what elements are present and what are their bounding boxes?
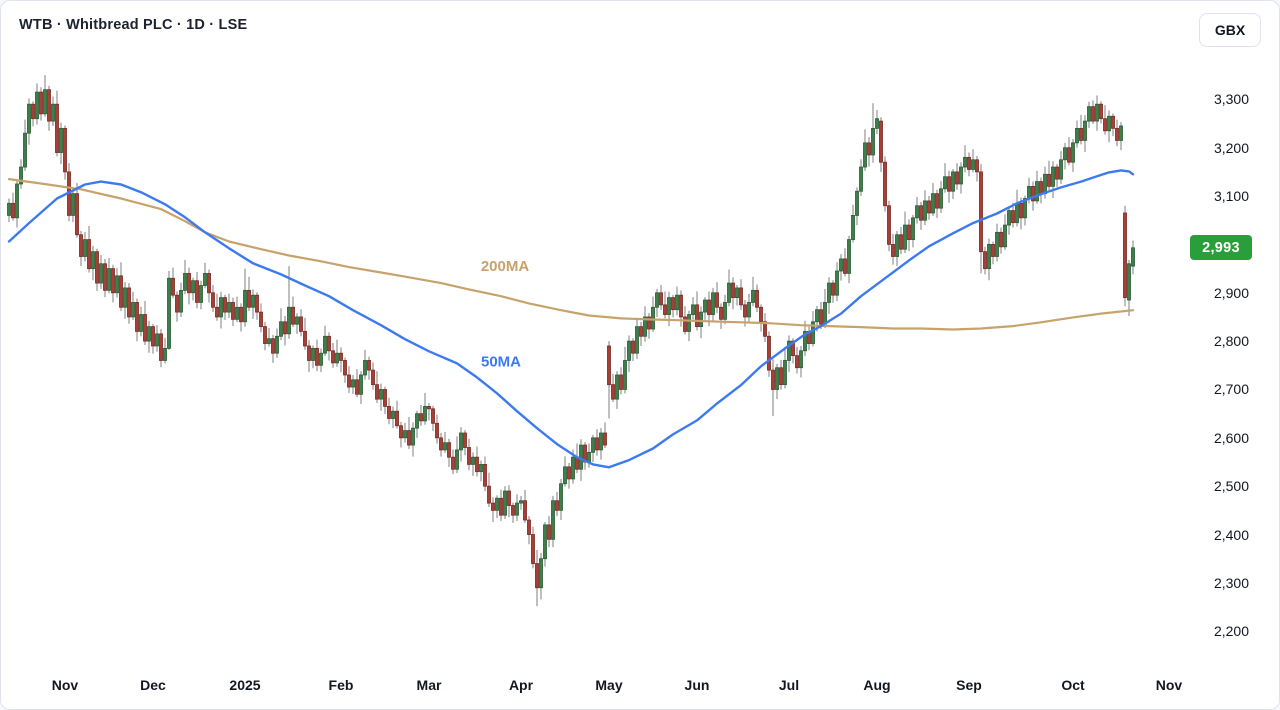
time-tick: Jun bbox=[684, 677, 710, 693]
time-tick: Dec bbox=[140, 677, 166, 693]
price-tick: 2,800 bbox=[1213, 333, 1249, 350]
time-tick: May bbox=[595, 677, 623, 693]
price-tick: 3,100 bbox=[1213, 188, 1249, 205]
last-price-badge: 2,993 bbox=[1190, 235, 1252, 261]
currency-button[interactable]: GBX bbox=[1199, 13, 1261, 47]
price-axis[interactable]: 3,300 3,200 3,100 2,900 2,800 2,700 2,600 2,500… bbox=[1179, 1, 1249, 709]
price-tick: 3,300 bbox=[1213, 91, 1249, 108]
time-tick: 2025 bbox=[229, 677, 261, 693]
time-tick: Nov bbox=[51, 677, 79, 693]
time-tick: Jul bbox=[778, 677, 800, 693]
time-tick: Apr bbox=[508, 677, 534, 693]
time-tick: Sep bbox=[956, 677, 982, 693]
price-tick: 2,700 bbox=[1213, 381, 1249, 398]
price-tick: 2,600 bbox=[1213, 429, 1249, 446]
price-tick: 2,200 bbox=[1213, 623, 1249, 640]
price-tick: 2,900 bbox=[1213, 284, 1249, 301]
time-tick: Mar bbox=[416, 677, 442, 693]
ma-label-200ma: 200MA bbox=[481, 258, 530, 275]
time-axis[interactable]: Nov Dec 2025 Feb Mar Apr May Jun Jul Aug Sep Oct Nov bbox=[1, 673, 1191, 699]
price-tick: 2,300 bbox=[1213, 574, 1249, 591]
time-tick: Feb bbox=[328, 677, 354, 693]
price-tick: 2,500 bbox=[1213, 478, 1249, 495]
time-tick: Oct bbox=[1061, 677, 1085, 693]
chart-title: WTB · Whitbread PLC · 1D · LSE bbox=[19, 17, 248, 33]
price-tick: 3,200 bbox=[1213, 139, 1249, 156]
time-tick: Aug bbox=[863, 677, 891, 693]
time-tick: Nov bbox=[1155, 677, 1183, 693]
price-tick: 2,400 bbox=[1213, 526, 1249, 543]
ma-label-50ma: 50MA bbox=[481, 353, 521, 370]
